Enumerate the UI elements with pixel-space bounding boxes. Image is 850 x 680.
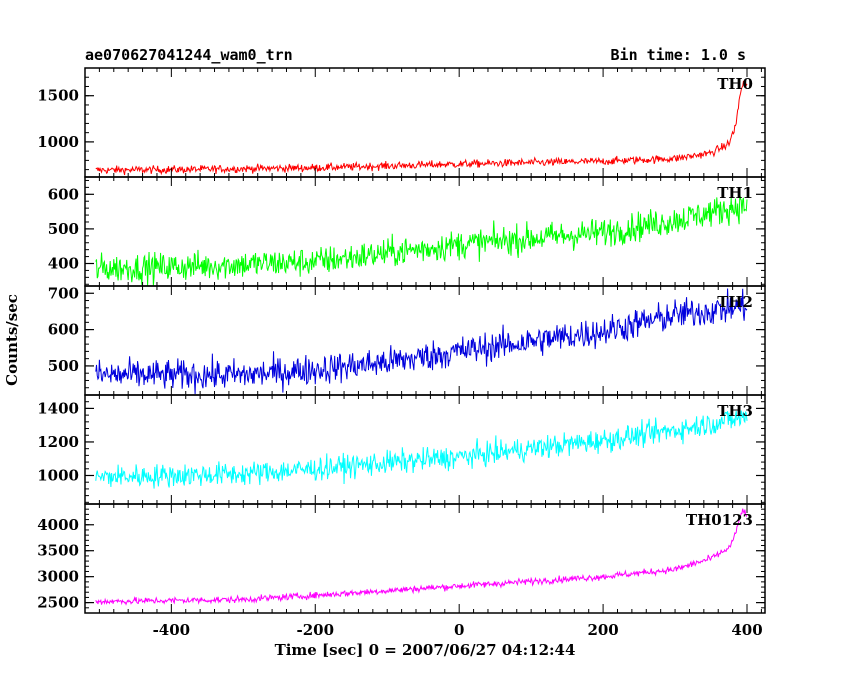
x-tick-label: -200: [296, 621, 334, 639]
y-tick-label: 400: [48, 255, 79, 273]
panel-th0123: 2500 3000 3500 4000 TH0123: [37, 503, 766, 614]
panel-label: TH1: [717, 184, 753, 202]
x-tick-label: 0: [454, 621, 464, 639]
x-axis: -400 -200 0 200 400: [153, 621, 763, 639]
panel-th2: 500 600 700 TH2: [48, 284, 766, 396]
y-axis-label: Counts/sec: [3, 294, 21, 386]
series-line-th1: [95, 193, 748, 286]
y-tick-label: 1000: [37, 466, 79, 484]
panel-th3: 1000 1200 1400 TH3: [37, 394, 766, 505]
y-tick-label: 3000: [37, 568, 79, 586]
y-tick-label: 1400: [37, 399, 79, 417]
y-tick-label: 700: [48, 284, 79, 302]
series-line-th0: [95, 80, 748, 176]
panel-th1: 400 500 600 TH1: [48, 176, 766, 287]
y-tick-label: 3500: [37, 542, 79, 560]
series-line-th3: [95, 410, 748, 489]
y-tick-label: 600: [48, 321, 79, 339]
y-tick-label: 600: [48, 185, 79, 203]
y-tick-label: 500: [48, 357, 79, 375]
chart-title-left: ae070627041244_wam0_trn: [85, 46, 293, 64]
series-line-th0123: [95, 508, 748, 606]
y-tick-label: 2500: [37, 594, 79, 612]
x-tick-label: -400: [153, 621, 191, 639]
panel-th0: 1000 1500 TH0: [37, 67, 766, 178]
y-tick-label: 4000: [37, 516, 79, 534]
panel-label: TH3: [717, 402, 753, 420]
y-tick-label: 1500: [37, 87, 79, 105]
x-tick-label: 200: [587, 621, 618, 639]
x-axis-label: Time [sec] 0 = 2007/06/27 04:12:44: [275, 641, 576, 659]
panel-label: TH2: [717, 293, 753, 311]
panel-label: TH0123: [686, 511, 753, 529]
panel-frame: [84, 503, 766, 614]
x-tick-label: 400: [731, 621, 762, 639]
y-tick-label: 1000: [37, 133, 79, 151]
panel-frame: [84, 394, 766, 505]
panel-label: TH0: [717, 75, 753, 93]
y-tick-label: 500: [48, 220, 79, 238]
series-line-th2: [95, 288, 748, 395]
y-tick-label: 1200: [37, 433, 79, 451]
chart-title-right: Bin time: 1.0 s: [611, 46, 746, 64]
